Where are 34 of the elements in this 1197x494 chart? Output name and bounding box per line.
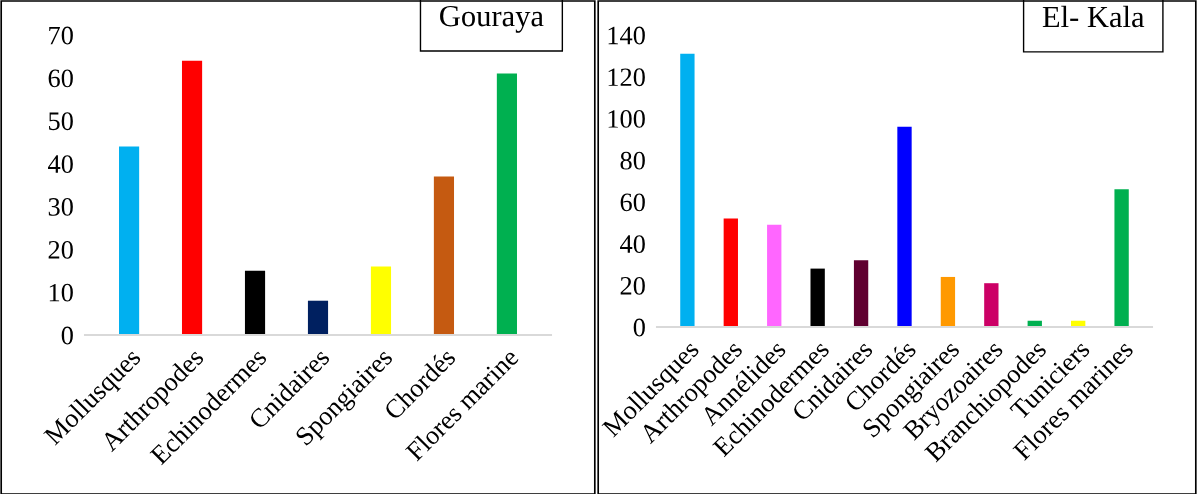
y-tick-label: 70 [49, 26, 73, 45]
y-tick-label: 10 [49, 283, 73, 302]
y-tick-label: 0 [61, 326, 73, 345]
y-tick-label: 60 [48, 69, 73, 88]
bar [810, 268, 825, 327]
bar [940, 276, 956, 327]
bar [984, 283, 999, 327]
y-tick-label: 140 [608, 26, 645, 45]
y-tick-label: 80 [620, 151, 645, 170]
chart-title: Gouraya [440, 5, 544, 33]
y-tick-label: 40 [48, 155, 73, 173]
bar [307, 300, 329, 335]
y-tick-label: 20 [48, 240, 73, 259]
y-tick-label: 120 [608, 68, 645, 87]
bar [433, 176, 455, 335]
y-tick-label: 60 [620, 193, 645, 212]
bar [181, 60, 203, 335]
bar [119, 146, 140, 335]
y-tick-label: 50 [49, 112, 73, 131]
y-tick-label: 0 [633, 318, 645, 337]
bar [496, 73, 517, 335]
bar [853, 260, 869, 327]
bar [723, 218, 738, 327]
y-tick-label: 20 [620, 276, 645, 295]
y-tick-label: 40 [620, 235, 645, 253]
bar [244, 270, 266, 335]
bar [1114, 189, 1129, 327]
y-tick-label: 100 [608, 110, 645, 128]
bar [897, 126, 912, 327]
y-tick-label: 30 [48, 198, 73, 216]
bar [767, 224, 782, 327]
bar [680, 53, 695, 327]
chart-title: El- Kala [1042, 5, 1145, 28]
bar [370, 266, 392, 335]
